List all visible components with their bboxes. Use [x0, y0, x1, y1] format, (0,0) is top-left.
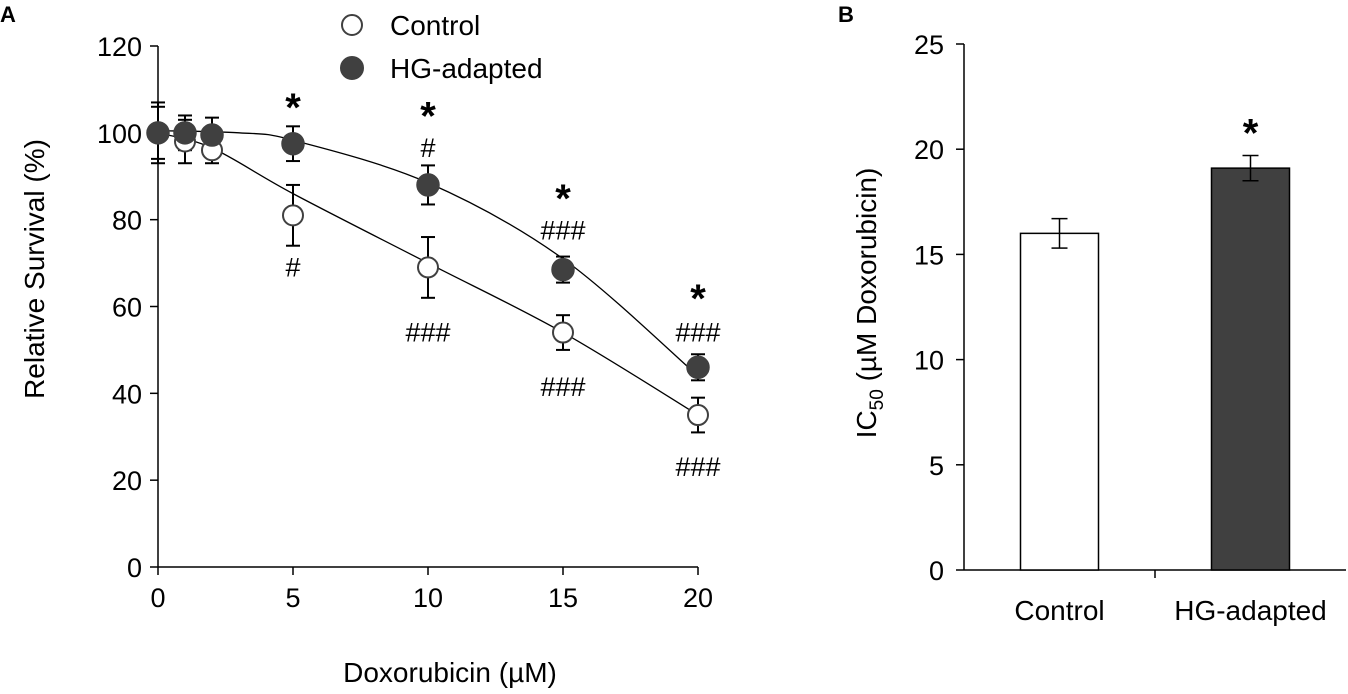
panel-a-x-tick-label: 15: [548, 583, 578, 613]
panel-a-x-tick-label: 20: [683, 583, 713, 613]
significance-star: *: [555, 177, 571, 221]
point-control: [417, 256, 439, 279]
panel-b-y-label: IC50 (µM Doxorubicin): [851, 168, 888, 439]
panel-b-y-tick-label: 20: [914, 135, 944, 165]
significance-hash: ###: [405, 318, 450, 348]
panel-b-y-label-sub: 50: [867, 389, 888, 410]
point-hg-adapted: [173, 121, 197, 145]
legend-hg-adapted-marker: [340, 56, 364, 80]
significance-hash: #: [285, 252, 300, 282]
panel-a-annotations: * *#*###*#############: [285, 86, 720, 482]
panel-b-y-label-main: IC: [851, 410, 882, 438]
point-hg-adapted: [416, 173, 440, 197]
point-hg-adapted: [551, 257, 575, 282]
panel-a-y-tick-label: 80: [112, 206, 142, 236]
panel-a-x-tick-label: 0: [150, 583, 165, 613]
panel-b-label: B: [838, 2, 854, 27]
significance-star: *: [420, 94, 436, 138]
panel-a-y-tick-label: 40: [112, 379, 142, 409]
panel-b-y-label-rest: (µM Doxorubicin): [851, 168, 882, 390]
panel-b-y-tick-label: 5: [929, 451, 944, 481]
significance-hash: #: [420, 133, 435, 163]
panel-b-category-label: HG-adapted: [1174, 595, 1327, 626]
point-hg-adapted: [686, 355, 710, 380]
panel-b-y-tick-label: 25: [914, 30, 944, 60]
panel-a-y-tick-label: 0: [127, 553, 142, 583]
point-control: [552, 321, 574, 344]
panel-a-y-tick-label: 120: [97, 32, 142, 62]
panel-a-legend: Control HG-adapted: [340, 10, 543, 84]
significance-hash: ###: [675, 318, 720, 348]
panel-a-y-tick-label: 20: [112, 466, 142, 496]
significance-star: *: [285, 86, 301, 130]
significance-hash: ###: [675, 452, 720, 482]
legend-control-label: Control: [390, 10, 480, 41]
point-control: [687, 404, 709, 427]
fit-curve-hg-adapted: [157, 130, 699, 377]
panel-a-x-label: Doxorubicin (µM): [343, 657, 557, 688]
panel-a-x-tick-label: 10: [413, 583, 443, 613]
panel-a-points: [146, 121, 710, 427]
legend-control-marker: [341, 14, 363, 36]
panel-a-y-tick-label: 60: [112, 293, 142, 323]
panel-b-annotations: *: [1243, 111, 1259, 155]
point-control: [282, 204, 304, 227]
panel-b-y-tick-label: 0: [929, 556, 944, 586]
bar-control: [1019, 232, 1100, 571]
significance-star: *: [1243, 111, 1259, 155]
bar-hg-adapted: [1210, 167, 1291, 571]
panel-a-y-label: Relative Survival (%): [19, 139, 50, 399]
point-hg-adapted: [200, 123, 224, 147]
panel-b: B 0 5 10 15 20 25 Control HG-adapted * IC50 (µM…: [838, 2, 1346, 626]
panel-a-x-tick-label: 5: [285, 583, 300, 613]
significance-hash: ###: [540, 216, 585, 246]
panel-a-label: A: [0, 2, 16, 27]
panel-b-bars: [1019, 154, 1291, 571]
panel-b-category-label: Control: [1014, 595, 1104, 626]
significance-hash: ###: [540, 372, 585, 402]
panel-a-axes: 0 20 40 60 80 100 120 0 5 10 15 20: [97, 32, 713, 613]
panel-a-y-tick-label: 100: [97, 119, 142, 149]
panel-b-y-tick-label: 15: [914, 240, 944, 270]
legend-hg-adapted-label: HG-adapted: [390, 53, 543, 84]
point-hg-adapted: [146, 121, 170, 145]
point-hg-adapted: [281, 131, 305, 156]
significance-star: *: [690, 277, 706, 321]
panel-b-y-tick-label: 10: [914, 346, 944, 376]
